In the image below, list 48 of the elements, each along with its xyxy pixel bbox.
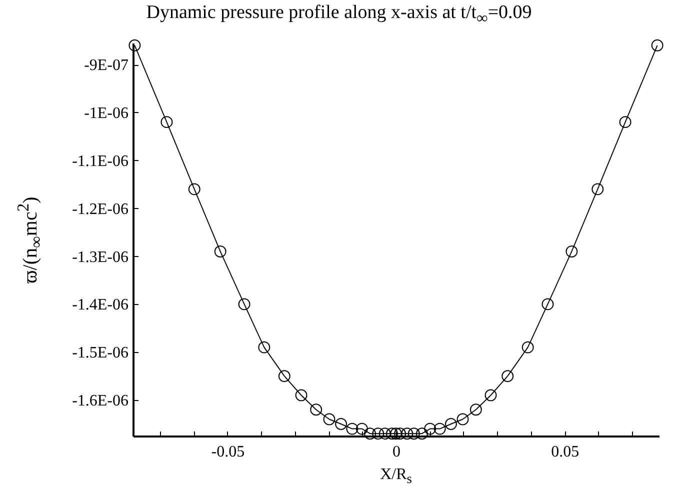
point — [238, 298, 250, 310]
point — [522, 341, 534, 354]
y-tick-label: -1.2E-06 — [72, 200, 128, 218]
x-axis-title: X/R$_{s}$ — [379, 466, 413, 488]
y-tick-label: -1.5E-06 — [72, 344, 128, 362]
point — [456, 413, 469, 426]
y-tick-label: -1.1E-06 — [72, 152, 128, 170]
point — [214, 246, 226, 258]
y-tick-label: -1.4E-06 — [72, 296, 128, 314]
y-tick-label: -1E-06 — [84, 104, 128, 122]
point — [386, 428, 398, 440]
point — [484, 389, 497, 402]
point — [619, 116, 632, 128]
point — [434, 422, 446, 435]
x-tick-label: -0.05 — [211, 444, 245, 460]
y-tick-label: -1.3E-06 — [72, 248, 128, 266]
point — [502, 370, 514, 382]
point — [128, 39, 141, 52]
chart-title: Dynamic pressure profile along x-axis at t/t$_{∞}$=0.09 — [145, 2, 533, 28]
point — [335, 418, 348, 430]
y-tick-label: -9E-07 — [84, 57, 128, 74]
point — [188, 183, 200, 196]
point — [408, 428, 420, 440]
point — [470, 404, 482, 416]
point — [566, 246, 578, 258]
point — [651, 39, 664, 52]
point — [356, 422, 368, 435]
y-tick-label: -1.6E-06 — [72, 392, 128, 410]
point — [310, 404, 322, 416]
point — [346, 422, 358, 435]
point — [323, 413, 336, 426]
point — [542, 298, 554, 310]
point — [592, 183, 604, 196]
point — [364, 428, 376, 440]
point — [444, 418, 457, 430]
point — [416, 428, 428, 440]
point — [278, 370, 290, 382]
point — [378, 428, 391, 440]
point — [390, 428, 402, 440]
point — [394, 428, 406, 440]
point — [160, 116, 173, 128]
x-tick-label: 0 — [392, 444, 400, 460]
point — [401, 428, 414, 440]
point — [258, 341, 270, 354]
point — [372, 428, 384, 440]
point — [295, 389, 308, 402]
point — [424, 422, 436, 435]
x-tick-label: 0.05 — [551, 444, 580, 460]
